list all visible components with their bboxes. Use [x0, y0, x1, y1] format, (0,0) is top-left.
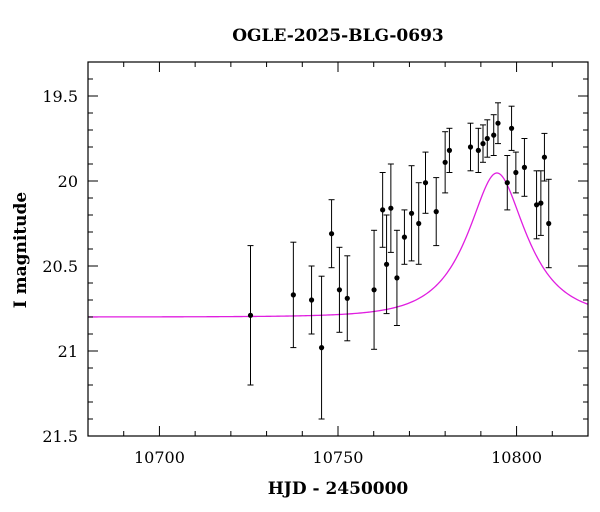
data-point: [290, 292, 296, 298]
y-tick-label: 19.5: [42, 87, 78, 106]
data-point: [504, 180, 510, 186]
data-point: [422, 180, 429, 186]
data-point: [433, 209, 439, 215]
data-point: [480, 141, 486, 147]
data-point: [446, 147, 453, 153]
data-point: [308, 297, 315, 303]
data-point: [336, 287, 343, 293]
y-tick-label: 21.5: [42, 427, 78, 446]
x-tick-label: 10800: [491, 448, 542, 467]
x-tick-label: 10750: [313, 448, 364, 467]
data-point: [388, 205, 394, 211]
data-point: [491, 132, 497, 138]
x-tick-label: 10700: [134, 448, 185, 467]
data-point: [546, 220, 552, 227]
data-point: [442, 159, 448, 165]
y-axis-label: I magnitude: [11, 192, 31, 309]
data-point: [394, 275, 400, 281]
data-point: [484, 135, 490, 142]
data-point: [318, 345, 325, 351]
data-point: [401, 234, 408, 240]
data-point: [538, 200, 544, 206]
data-point: [408, 210, 415, 216]
data-point: [416, 220, 422, 227]
data-point: [533, 202, 540, 208]
data-point: [383, 261, 390, 267]
model-curve: [88, 172, 588, 318]
data-point: [247, 312, 254, 318]
data-point: [467, 144, 474, 150]
data-point: [380, 207, 386, 213]
y-tick-label: 20.5: [42, 257, 78, 276]
y-tick-label: 21: [58, 342, 78, 361]
chart-title: OGLE-2025-BLG-0693: [232, 26, 444, 46]
plot-frame: [87, 61, 589, 437]
x-axis-label: HJD - 2450000: [268, 479, 409, 499]
data-point: [344, 295, 350, 301]
data-point: [513, 169, 519, 176]
y-tick-label: 20: [58, 172, 78, 191]
data-point: [521, 164, 528, 170]
data-point: [495, 120, 501, 126]
data-point: [328, 231, 335, 237]
data-point: [475, 147, 481, 153]
data-point: [508, 125, 515, 131]
data-point: [541, 154, 548, 160]
data-point: [371, 287, 377, 293]
plot-area: 10700 10750 10800 19.5 20 20.5 21 21.5: [42, 61, 589, 467]
